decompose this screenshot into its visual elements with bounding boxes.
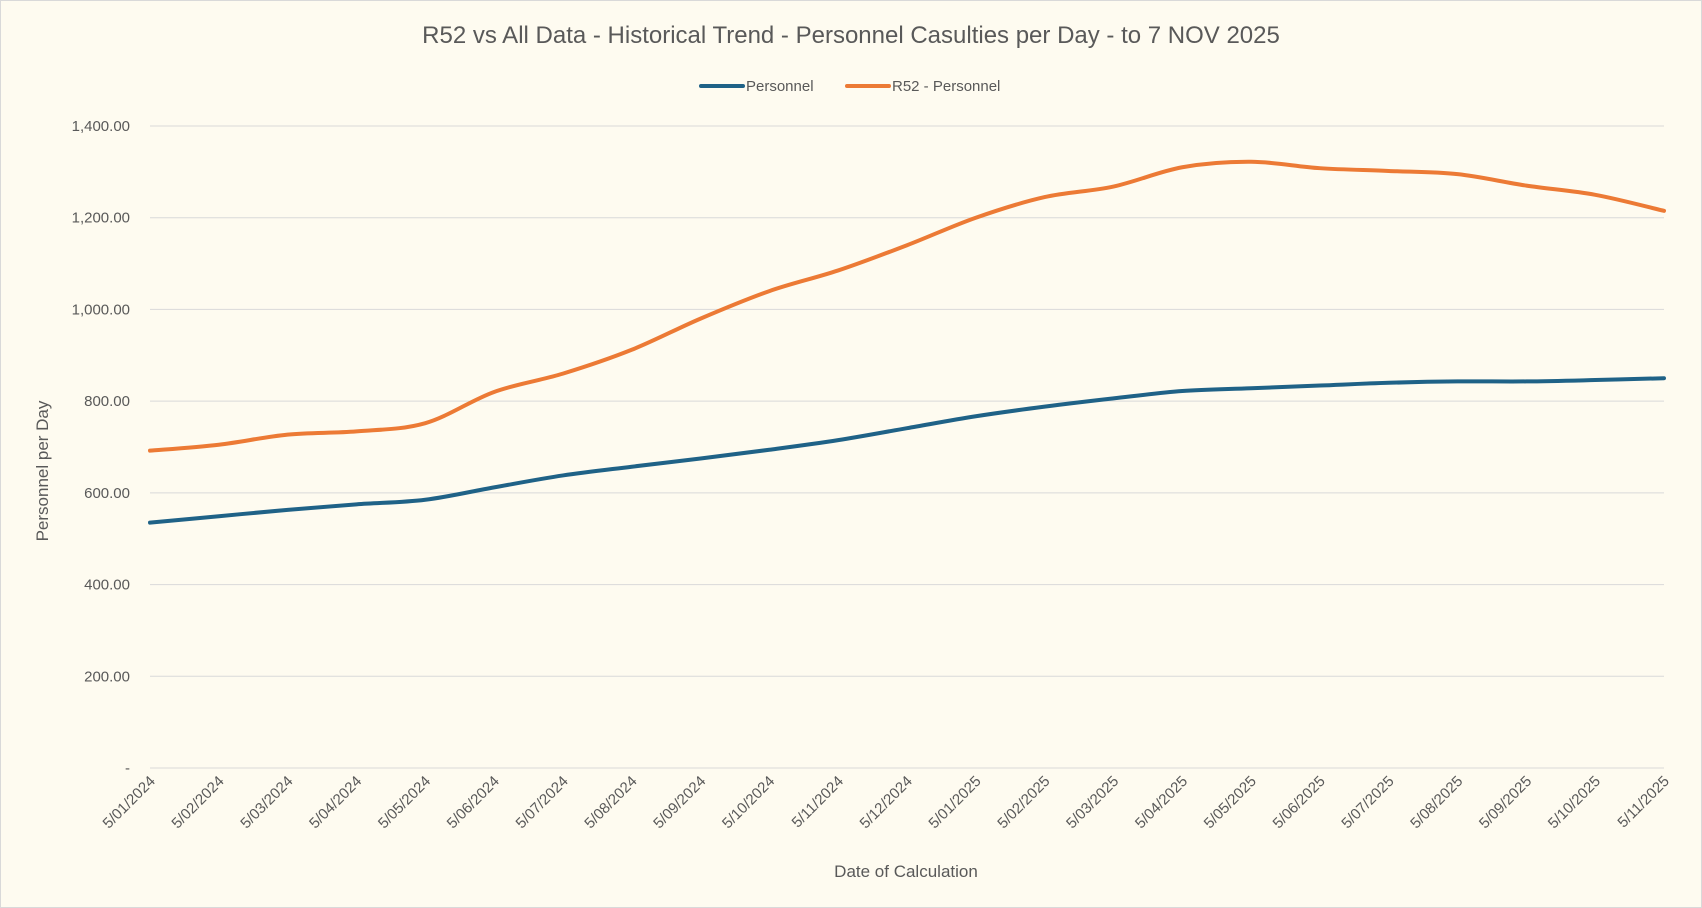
- x-tick-label: 5/01/2024: [100, 773, 159, 832]
- x-tick-label: 5/05/2025: [1201, 773, 1260, 832]
- legend-label-personnel: Personnel: [746, 78, 814, 95]
- x-tick-label: 5/12/2024: [857, 773, 916, 832]
- x-tick-label: 5/01/2025: [925, 773, 984, 832]
- legend: Personnel R52 - Personnel: [699, 78, 1000, 95]
- y-tick-label: -: [125, 760, 130, 777]
- y-tick-label: 600.00: [84, 485, 130, 502]
- y-axis-ticks: - 200.00 400.00 600.00 800.00 1,000.00 1,200.0…: [72, 118, 130, 777]
- x-axis-ticks: 5/01/2024 5/02/2024 5/03/2024 5/04/2024 5/05…: [100, 773, 1673, 832]
- series-lines: [148, 159, 1666, 525]
- y-tick-label: 400.00: [84, 577, 130, 594]
- gridlines: [150, 125, 1664, 769]
- x-tick-label: 5/09/2025: [1476, 773, 1535, 832]
- y-axis-label: Personnel per Day: [33, 400, 52, 541]
- legend-label-r52-personnel: R52 - Personnel: [892, 78, 1000, 95]
- x-tick-label: 5/02/2025: [994, 773, 1053, 832]
- x-tick-label: 5/10/2024: [719, 773, 778, 832]
- y-tick-label: 800.00: [84, 393, 130, 410]
- y-tick-label: 200.00: [84, 668, 130, 685]
- x-tick-label: 5/08/2024: [581, 773, 640, 832]
- x-tick-label: 5/06/2025: [1270, 773, 1329, 832]
- x-tick-label: 5/09/2024: [650, 773, 709, 832]
- x-axis-label: Date of Calculation: [834, 862, 978, 881]
- x-tick-label: 5/05/2024: [375, 773, 434, 832]
- x-tick-label: 5/08/2025: [1407, 773, 1466, 832]
- x-tick-label: 5/06/2024: [444, 773, 503, 832]
- x-tick-label: 5/07/2024: [513, 773, 572, 832]
- chart-title: R52 vs All Data - Historical Trend - Per…: [422, 22, 1280, 49]
- x-tick-label: 5/07/2025: [1338, 773, 1397, 832]
- x-tick-label: 5/04/2025: [1132, 773, 1191, 832]
- x-tick-label: 5/03/2025: [1063, 773, 1122, 832]
- y-tick-label: 1,400.00: [72, 118, 130, 135]
- x-tick-label: 5/02/2024: [168, 773, 227, 832]
- x-tick-label: 5/03/2024: [237, 773, 296, 832]
- x-tick-label: 5/11/2024: [789, 773, 847, 831]
- x-tick-label: 5/11/2025: [1614, 773, 1672, 831]
- x-tick-label: 5/04/2024: [306, 773, 365, 832]
- y-tick-label: 1,000.00: [72, 301, 130, 318]
- series-line-personnel: [148, 376, 1666, 525]
- y-tick-label: 1,200.00: [72, 210, 130, 227]
- x-tick-label: 5/10/2025: [1545, 773, 1604, 832]
- series-line-r52-personnel: [148, 159, 1666, 453]
